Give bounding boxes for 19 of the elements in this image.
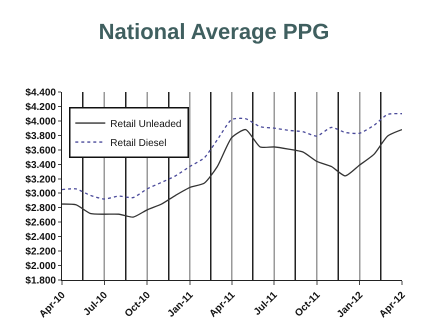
y-tick-label: $4.200 <box>25 102 56 113</box>
y-tick-label: $3.400 <box>25 160 56 171</box>
y-tick-label: $1.800 <box>25 276 56 286</box>
y-tick-label: $2.200 <box>25 246 56 258</box>
line-series <box>62 128 402 218</box>
y-tick-label: $3.600 <box>25 145 56 156</box>
y-tick-label: $3.800 <box>25 130 56 142</box>
y-tick-label: $2.000 <box>25 261 56 272</box>
legend-label: Retail Diesel <box>110 138 166 149</box>
legend-label: Retail Unleaded <box>110 118 182 130</box>
y-tick-label: $2.800 <box>25 203 56 214</box>
chart-title: National Average PPG <box>98 18 330 44</box>
y-tick-label: $3.200 <box>25 174 56 186</box>
y-tick-label: $4.400 <box>25 88 56 98</box>
y-tick-label: $2.600 <box>25 218 56 229</box>
line-series <box>62 112 402 200</box>
y-tick-label: $3.000 <box>25 188 56 200</box>
y-tick-label: $2.400 <box>25 232 56 244</box>
y-tick-label: $4.000 <box>25 116 56 128</box>
